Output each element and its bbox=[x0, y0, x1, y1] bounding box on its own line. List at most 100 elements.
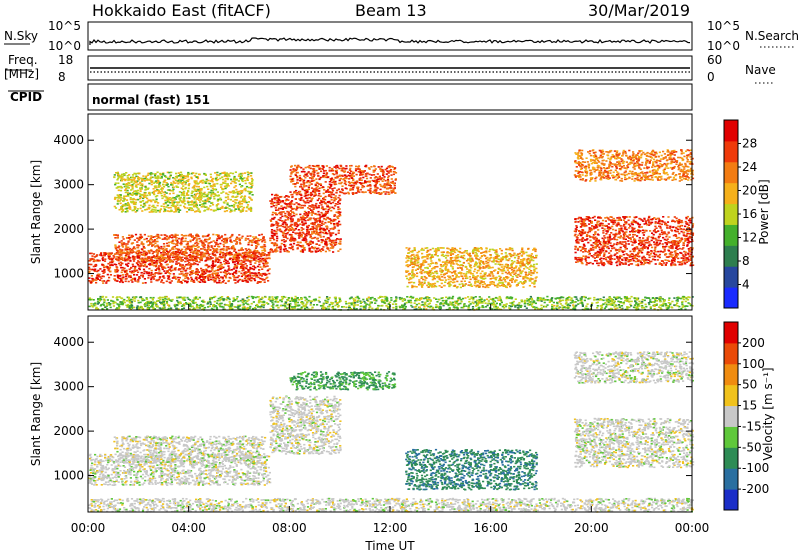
echo-cell bbox=[465, 259, 469, 262]
echo-cell bbox=[200, 239, 203, 242]
echo-cell bbox=[118, 255, 121, 258]
echo-cell bbox=[224, 275, 227, 278]
echo-cell bbox=[309, 250, 313, 253]
echo-cell bbox=[332, 241, 335, 244]
echo-cell bbox=[101, 280, 104, 282]
echo-cell bbox=[312, 189, 315, 192]
echo-cell bbox=[474, 262, 477, 265]
echo-cell bbox=[195, 268, 198, 270]
echo-cell bbox=[308, 248, 311, 251]
echo-cell bbox=[435, 285, 438, 288]
echo-cell bbox=[247, 238, 250, 240]
echo-cell bbox=[276, 250, 279, 252]
echo-cell bbox=[316, 217, 319, 220]
echo-cell bbox=[289, 203, 292, 206]
echo-cell bbox=[466, 277, 469, 279]
echo-cell bbox=[299, 234, 302, 237]
echo-cell bbox=[392, 189, 395, 191]
echo-cell bbox=[158, 261, 161, 264]
echo-cell bbox=[295, 166, 299, 169]
echo-cell bbox=[256, 243, 259, 246]
echo-cell bbox=[148, 264, 152, 266]
echo-cell bbox=[358, 191, 361, 193]
echo-cell bbox=[492, 261, 495, 263]
echo-cell bbox=[173, 275, 176, 278]
echo-cell bbox=[97, 275, 100, 277]
echo-cell bbox=[319, 230, 322, 233]
echo-cell bbox=[299, 213, 302, 216]
echo-cell bbox=[302, 204, 306, 207]
echo-cell bbox=[340, 165, 343, 167]
echo-cell bbox=[636, 235, 639, 237]
echo-cell bbox=[180, 238, 183, 240]
echo-cell bbox=[195, 259, 198, 261]
echo-cell bbox=[89, 281, 92, 284]
echo-cell bbox=[141, 282, 145, 284]
echo-cell bbox=[120, 279, 123, 281]
echo-cell bbox=[333, 197, 336, 199]
echo-cell bbox=[284, 229, 287, 231]
echo-cell bbox=[103, 260, 107, 262]
echo-cell bbox=[664, 242, 667, 244]
echo-cell bbox=[578, 239, 581, 241]
echo-cell bbox=[166, 270, 169, 272]
echo-cell bbox=[374, 181, 377, 183]
echo-cell bbox=[170, 260, 173, 262]
echo-cell bbox=[278, 228, 282, 231]
echo-cell bbox=[458, 264, 462, 267]
echo-cell bbox=[190, 257, 193, 260]
echo-cell bbox=[191, 236, 195, 238]
echo-cell bbox=[270, 220, 273, 222]
echo-cell bbox=[184, 250, 187, 253]
echo-cell bbox=[286, 228, 289, 231]
echo-cell bbox=[315, 205, 318, 208]
echo-cell bbox=[275, 209, 278, 211]
echo-cell bbox=[299, 190, 302, 193]
echo-cell bbox=[314, 204, 317, 207]
echo-cell bbox=[528, 284, 531, 287]
echo-cell bbox=[214, 259, 217, 261]
echo-cell bbox=[306, 190, 309, 192]
echo-cell bbox=[246, 254, 249, 257]
echo-cell bbox=[160, 263, 163, 266]
echo-cell bbox=[321, 228, 324, 231]
echo-cell bbox=[244, 253, 247, 256]
echo-cell bbox=[221, 239, 224, 242]
echo-cell bbox=[441, 253, 444, 256]
echo-cell bbox=[253, 257, 256, 260]
echo-cell bbox=[195, 233, 198, 236]
echo-cell bbox=[333, 223, 336, 225]
echo-cell bbox=[228, 273, 232, 275]
echo-cell bbox=[507, 283, 510, 285]
echo-cell bbox=[279, 219, 282, 222]
nsky-label: N.Sky bbox=[4, 29, 38, 43]
echo-cell bbox=[211, 261, 214, 263]
nsearch-tick-bottom: 10^0 bbox=[707, 39, 740, 53]
echo-cell bbox=[196, 256, 199, 259]
echo-cell bbox=[460, 275, 464, 278]
echo-cell bbox=[360, 174, 363, 176]
echo-cell bbox=[330, 178, 333, 180]
echo-cell bbox=[369, 187, 372, 190]
echo-cell bbox=[284, 219, 287, 221]
echo-cell bbox=[484, 255, 487, 257]
echo-cell bbox=[147, 235, 150, 238]
echo-cell bbox=[651, 258, 655, 261]
echo-cell bbox=[238, 234, 241, 236]
echo-cell bbox=[451, 253, 455, 255]
echo-cell bbox=[301, 221, 304, 223]
echo-cell bbox=[172, 239, 175, 242]
echo-cell bbox=[328, 237, 331, 239]
echo-cell bbox=[420, 271, 423, 273]
echo-cell bbox=[677, 225, 680, 228]
echo-cell bbox=[222, 238, 225, 241]
echo-cell bbox=[380, 177, 384, 179]
echo-cell bbox=[224, 242, 227, 244]
echo-cell bbox=[283, 245, 287, 248]
echo-cell bbox=[299, 206, 302, 209]
echo-cell bbox=[469, 264, 472, 267]
echo-cell bbox=[382, 178, 385, 181]
echo-cell bbox=[299, 199, 302, 201]
echo-cell bbox=[113, 263, 116, 266]
echo-cell bbox=[167, 241, 171, 244]
